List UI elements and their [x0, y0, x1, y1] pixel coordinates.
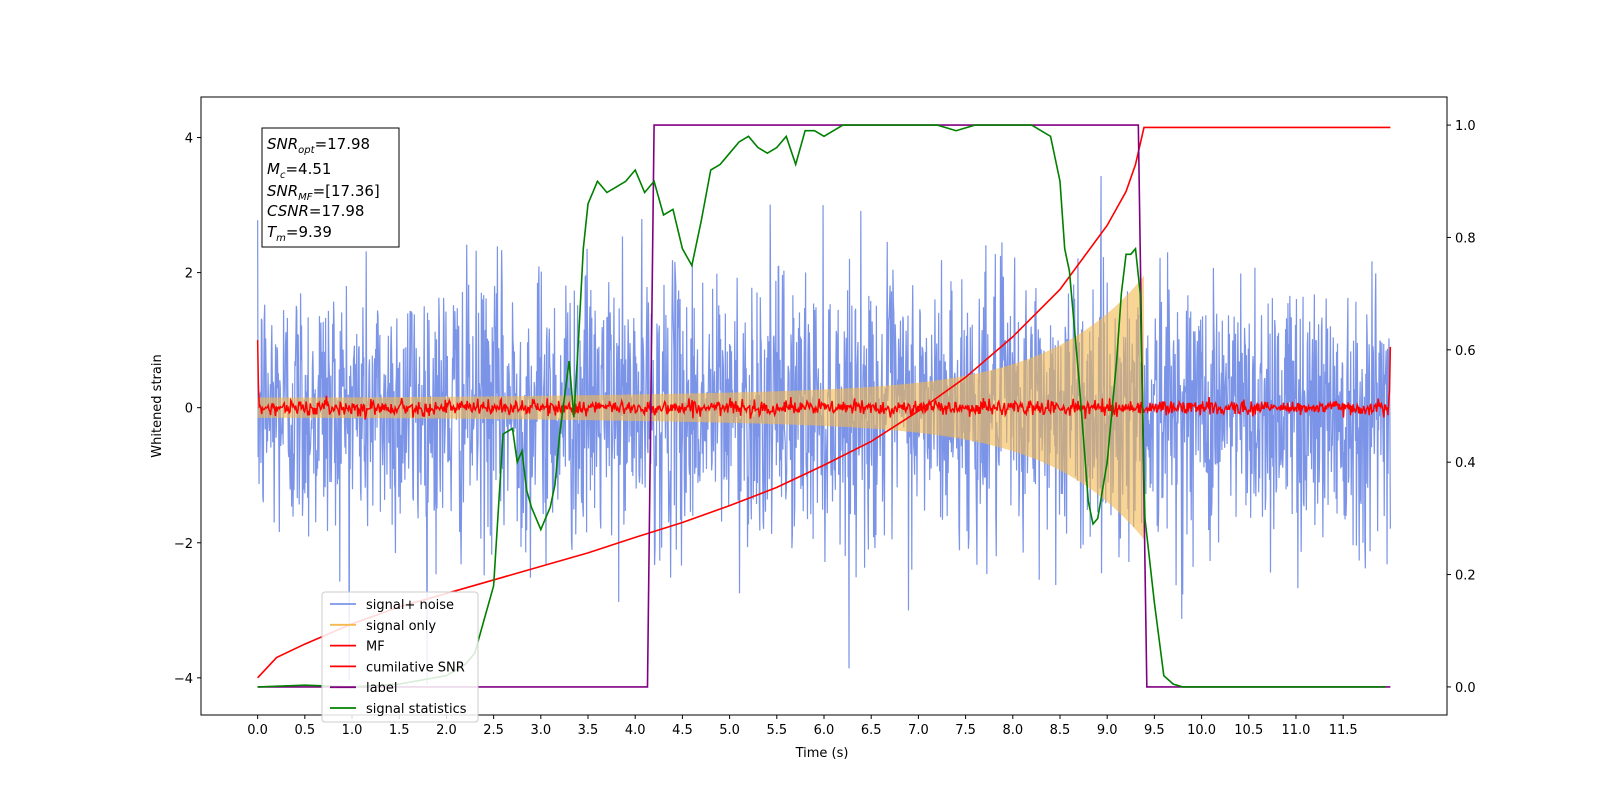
legend-label: MF [366, 640, 385, 655]
y-tick-label-right: 0.2 [1455, 569, 1476, 584]
legend-label: cumilative SNR [366, 660, 465, 675]
x-tick-label: 11.0 [1281, 723, 1310, 738]
x-tick-label: 7.5 [955, 723, 976, 738]
y-axis-right: 0.0 0.2 0.4 0.6 0.8 1.0 [1447, 119, 1476, 696]
series-signal-statistics [257, 124, 1386, 688]
annotation-csnr: CSNR=17.98 [267, 202, 364, 220]
x-tick-label: 6.0 [814, 723, 835, 738]
x-tick-label: 1.0 [342, 723, 363, 738]
annotation-mc: Mc=4.51 [267, 160, 331, 181]
x-tick-label: 5.5 [766, 723, 787, 738]
legend-box [321, 591, 479, 723]
y-tick-label-left: −2 [174, 537, 193, 552]
legend-label: label [366, 681, 397, 696]
x-tick-label: 4.0 [625, 723, 646, 738]
x-tick-label: 0.0 [247, 723, 268, 738]
stats-annotation: SNRopt=17.98 Mc=4.51 SNRMF=[17.36] CSNR=… [261, 127, 400, 248]
x-tick-label: 5.0 [719, 723, 740, 738]
x-tick-label: 6.5 [861, 723, 882, 738]
legend-label: signal statistics [366, 702, 467, 717]
annotation-tm: Tm=9.39 [267, 223, 332, 244]
y-axis-left: −4 −2 0 2 4 [174, 132, 201, 687]
x-tick-label: 10.5 [1234, 723, 1263, 738]
x-tick-label: 9.0 [1097, 723, 1118, 738]
series-mf [256, 340, 1392, 420]
x-tick-label: 0.5 [294, 723, 315, 738]
x-tick-label: 2.5 [483, 723, 504, 738]
series-signal-noise [257, 176, 1391, 685]
x-tick-label: 11.5 [1329, 723, 1358, 738]
y-tick-label-left: 2 [185, 267, 193, 282]
y-tick-label-right: 0.8 [1455, 231, 1476, 246]
legend-label: signal+ noise [366, 598, 454, 613]
y-tick-label-left: 4 [185, 132, 193, 147]
x-tick-label: 10.0 [1187, 723, 1216, 738]
legend-label: signal only [366, 619, 436, 634]
x-axis: 0.0 0.5 1.0 1.5 2.0 2.5 3.0 3.5 4.0 4.5 5.0 5.5 6.0 6… [247, 715, 1358, 738]
annotation-snr-opt: SNRopt=17.98 [267, 135, 370, 156]
x-tick-label: 2.0 [436, 723, 457, 738]
y-tick-label-right: 1.0 [1455, 119, 1476, 134]
y-tick-label-right: 0.0 [1455, 681, 1476, 696]
x-tick-label: 8.5 [1050, 723, 1071, 738]
annotation-box [261, 127, 400, 248]
y-tick-label-left: 0 [185, 402, 193, 417]
y-tick-label-right: 0.4 [1455, 456, 1476, 471]
x-tick-label: 8.0 [1002, 723, 1023, 738]
x-tick-label: 3.5 [578, 723, 599, 738]
x-tick-label: 3.0 [530, 723, 551, 738]
y-axis-label: Whitened strain [150, 354, 165, 457]
x-tick-label: 1.5 [389, 723, 410, 738]
legend: signal+ noise signal only MF cumilative SNR… [321, 591, 479, 723]
x-tick-label: 7.0 [908, 723, 929, 738]
x-tick-label: 9.5 [1144, 723, 1165, 738]
y-tick-label-right: 0.6 [1455, 344, 1476, 359]
x-axis-label: Time (s) [795, 746, 849, 761]
y-tick-label-left: −4 [174, 672, 193, 687]
x-tick-label: 4.5 [672, 723, 693, 738]
annotation-snr-mf: SNRMF=[17.36] [267, 182, 380, 203]
